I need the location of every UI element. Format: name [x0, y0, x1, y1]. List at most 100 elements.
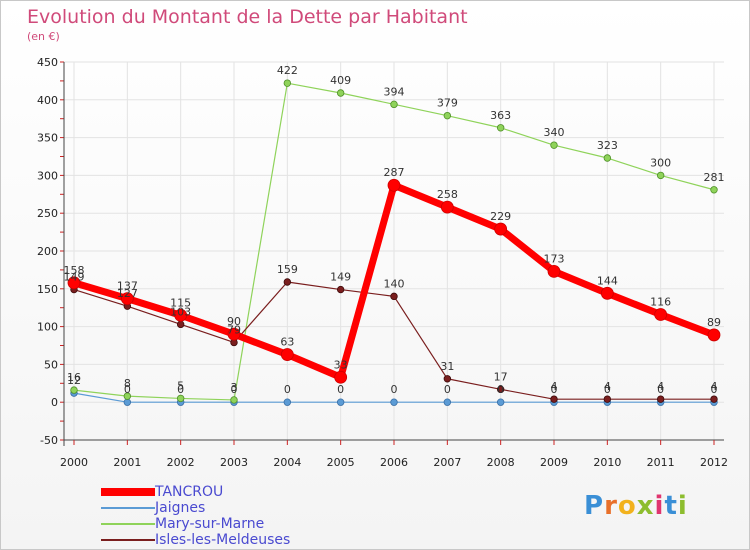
data-label-tancrou: 144 — [597, 274, 618, 287]
logo-letter: i — [654, 491, 665, 521]
data-label-jaignes: 0 — [177, 383, 184, 396]
y-tick-label: 350 — [37, 132, 58, 145]
x-tick-label: 2010 — [593, 456, 621, 469]
data-point-tancrou — [334, 370, 348, 384]
data-point-isles-les-meldeuses — [550, 395, 558, 403]
legend-label: Isles-les-Meldeuses — [155, 532, 291, 548]
data-point-isles-les-meldeuses — [443, 375, 452, 383]
x-tick-label: 2009 — [540, 456, 568, 469]
data-point-mary-sur-marne — [443, 111, 452, 120]
data-label-tancrou: 137 — [117, 280, 138, 293]
data-point-isles-les-meldeuses — [656, 395, 665, 403]
logo-letter: x — [636, 491, 655, 521]
data-point-isles-les-meldeuses — [496, 385, 505, 394]
data-label-isles-les-meldeuses: 79 — [227, 323, 241, 336]
data-point-tancrou — [654, 308, 668, 321]
data-label-jaignes: 0 — [231, 383, 238, 396]
data-point-isles-les-meldeuses — [283, 278, 292, 286]
data-label-isles-les-meldeuses: 17 — [494, 370, 508, 383]
data-point-tancrou — [387, 178, 401, 192]
data-label-isles-les-meldeuses: 4 — [657, 380, 664, 393]
data-point-jaignes — [123, 398, 132, 406]
data-label-tancrou: 90 — [227, 315, 241, 328]
data-point-tancrou — [227, 327, 241, 341]
data-point-tancrou — [174, 308, 188, 322]
data-label-mary-sur-marne: 8 — [124, 377, 131, 390]
x-tick-label: 2000 — [60, 456, 88, 469]
data-label-mary-sur-marne: 300 — [650, 156, 671, 169]
legend-label: Jaignes — [155, 500, 206, 516]
data-point-mary-sur-marne — [336, 89, 345, 97]
data-point-tancrou — [600, 286, 614, 300]
x-tick-label: 2011 — [647, 456, 675, 469]
logo-letter: t — [664, 491, 678, 521]
data-point-mary-sur-marne — [230, 396, 238, 404]
data-label-jaignes: 0 — [337, 383, 344, 396]
data-point-mary-sur-marne — [550, 141, 558, 149]
data-label-jaignes: 0 — [124, 383, 131, 396]
data-label-tancrou: 173 — [544, 252, 565, 265]
data-point-mary-sur-marne — [710, 186, 718, 194]
data-point-mary-sur-marne — [123, 392, 132, 400]
data-label-jaignes: 12 — [67, 374, 81, 387]
data-point-mary-sur-marne — [176, 394, 185, 403]
data-label-tancrou: 229 — [490, 210, 511, 223]
data-label-mary-sur-marne: 3 — [231, 381, 238, 394]
y-tick-label: 200 — [37, 245, 58, 258]
y-tick-label: 300 — [37, 169, 58, 182]
data-label-mary-sur-marne: 394 — [384, 85, 405, 98]
data-label-mary-sur-marne: 16 — [67, 371, 81, 384]
data-point-tancrou — [440, 200, 454, 214]
data-label-jaignes: 0 — [391, 383, 398, 396]
data-label-tancrou: 287 — [384, 166, 405, 179]
legend-swatch — [101, 539, 155, 541]
proxiti-logo: Proxiti — [584, 491, 688, 521]
data-point-mary-sur-marne — [656, 171, 665, 180]
y-tick-label: 150 — [37, 283, 58, 296]
data-label-tancrou: 258 — [437, 188, 458, 201]
data-point-jaignes — [390, 398, 398, 406]
y-tick-label: 450 — [37, 56, 58, 69]
data-label-mary-sur-marne: 323 — [597, 139, 618, 152]
data-point-tancrou — [494, 222, 508, 236]
data-label-mary-sur-marne: 5 — [177, 379, 184, 392]
data-label-jaignes: 0 — [284, 383, 291, 396]
y-tick-label: 100 — [37, 321, 58, 334]
data-point-tancrou — [67, 276, 81, 290]
x-tick-label: 2001 — [113, 456, 141, 469]
y-tick-label: 250 — [37, 207, 58, 220]
x-tick-label: 2007 — [433, 456, 461, 469]
logo-letter: i — [677, 491, 688, 521]
legend-swatch — [101, 507, 155, 509]
data-label-tancrou: 115 — [170, 296, 191, 309]
data-label-mary-sur-marne: 340 — [544, 126, 565, 139]
data-point-tancrou — [120, 292, 134, 306]
x-tick-label: 2004 — [273, 456, 301, 469]
data-label-jaignes: 0 — [444, 383, 451, 396]
data-label-tancrou: 63 — [280, 336, 294, 349]
legend-label: TANCROU — [155, 484, 224, 500]
data-label-mary-sur-marne: 379 — [437, 97, 458, 110]
data-label-mary-sur-marne: 363 — [490, 109, 511, 122]
data-point-isles-les-meldeuses — [710, 395, 718, 403]
data-point-mary-sur-marne — [283, 79, 292, 87]
data-label-isles-les-meldeuses: 4 — [551, 380, 558, 393]
data-label-isles-les-meldeuses: 149 — [64, 271, 85, 284]
x-tick-label: 2002 — [167, 456, 195, 469]
data-point-jaignes — [443, 398, 452, 406]
data-point-jaignes — [336, 398, 345, 406]
data-point-tancrou — [280, 348, 294, 361]
chart-title: Evolution du Montant de la Dette par Hab… — [27, 6, 468, 28]
legend-swatch — [101, 488, 155, 496]
y-tick-label: 50 — [44, 358, 58, 371]
data-label-mary-sur-marne: 422 — [277, 64, 298, 77]
data-point-tancrou — [707, 328, 721, 342]
data-point-isles-les-meldeuses — [336, 285, 345, 294]
x-tick-label: 2012 — [700, 456, 728, 469]
legend-label: Mary-sur-Marne — [155, 516, 265, 532]
chart-unit: (en €) — [27, 30, 60, 43]
